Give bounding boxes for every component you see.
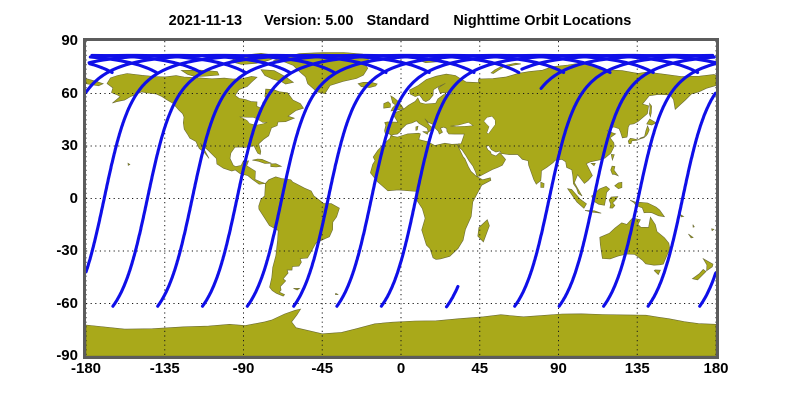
- land-vanuatu: [692, 224, 695, 228]
- land-sicily: [422, 131, 429, 135]
- x-tick-label: 180: [703, 360, 729, 377]
- land-fiji: [711, 228, 715, 232]
- x-tick-label: -180: [70, 360, 102, 377]
- x-tick-label: 135: [624, 360, 650, 377]
- land-hainan: [590, 163, 596, 167]
- land-hispaniola: [270, 163, 283, 168]
- land-eurasia: [384, 62, 716, 197]
- y-tick-label: -90: [56, 347, 78, 364]
- land-antarctica: [86, 308, 716, 356]
- land-honshu-kyushu: [627, 125, 650, 144]
- y-tick-label: 90: [61, 32, 78, 49]
- land-cuba: [252, 158, 272, 164]
- orbit-track: [557, 55, 716, 308]
- land-new-zealand-south: [691, 268, 707, 281]
- land-taiwan: [610, 154, 615, 162]
- orbit-track: [245, 53, 566, 308]
- land-sri-lanka: [540, 181, 545, 188]
- land-new-caledonia: [688, 233, 694, 239]
- land-baffin-island: [260, 69, 295, 85]
- y-tick-label: 60: [61, 84, 78, 102]
- land-south-georgia: [335, 292, 339, 295]
- orbit-track: [335, 53, 655, 308]
- orbit-track-partial-north: [88, 62, 114, 75]
- x-tick-label: 90: [550, 360, 567, 377]
- title-standard: Standard: [366, 13, 430, 29]
- orbit-track-partial-north: [539, 53, 715, 90]
- orbit-track: [111, 53, 431, 308]
- orbit-track: [698, 271, 716, 308]
- y-tick-label: 0: [69, 189, 78, 207]
- orbit-track: [513, 53, 715, 308]
- orbit-track: [156, 53, 476, 308]
- x-tick-label: -135: [149, 360, 180, 377]
- land-falklands: [293, 287, 301, 291]
- map-plot-frame: [83, 38, 719, 359]
- x-tick-label: 45: [471, 360, 489, 377]
- land-mindanao: [614, 181, 623, 190]
- lake-caspian-sea: [483, 116, 496, 135]
- land-africa: [370, 132, 492, 260]
- x-tick-label: -90: [232, 360, 255, 377]
- y-tick-label: -60: [56, 294, 78, 312]
- orbit-tracks: [86, 53, 716, 309]
- x-tick-label: -45: [311, 360, 334, 377]
- orbit-track: [379, 53, 700, 308]
- orbit-track: [86, 53, 336, 94]
- x-tick-label: 0: [396, 360, 406, 377]
- land-north-america: [106, 73, 304, 185]
- land-sulawesi: [608, 196, 619, 209]
- orbit-track: [646, 91, 716, 308]
- land-tasmania: [653, 269, 661, 276]
- land-sakhalin: [648, 102, 652, 118]
- orbit-track: [200, 53, 521, 308]
- land-sumatra: [566, 188, 587, 209]
- title-version: Version: 5.00: [264, 13, 354, 29]
- land-new-zealand-north: [702, 257, 714, 272]
- lake-great-lakes: [239, 116, 268, 126]
- title-main: Nighttime Orbit Locations: [453, 13, 632, 29]
- plot-title: 2021-11-13 Version: 5.00 Standard Nighttime…: [0, 13, 800, 29]
- y-tick-label: -30: [56, 242, 78, 259]
- orbit-track-stub: [444, 284, 460, 309]
- orbit-track-partial-north: [520, 53, 716, 71]
- orbit-track: [86, 53, 388, 274]
- land-solomons: [680, 213, 685, 218]
- land-hawaii: [127, 162, 131, 166]
- y-tick-label: 30: [61, 137, 78, 154]
- land-madagascar: [477, 219, 490, 243]
- orbit-track: [90, 53, 247, 75]
- land-australia: [599, 216, 671, 266]
- orbit-track: [292, 53, 612, 308]
- land-sardinia: [415, 125, 419, 131]
- land-ireland: [383, 101, 391, 109]
- lake-black-sea: [450, 122, 475, 127]
- orbit-track-partial-north: [88, 55, 159, 75]
- title-date: 2021-11-13: [168, 13, 243, 29]
- land-luzon: [610, 165, 620, 177]
- world-map-svg: [86, 41, 716, 356]
- orbit-track: [602, 62, 716, 308]
